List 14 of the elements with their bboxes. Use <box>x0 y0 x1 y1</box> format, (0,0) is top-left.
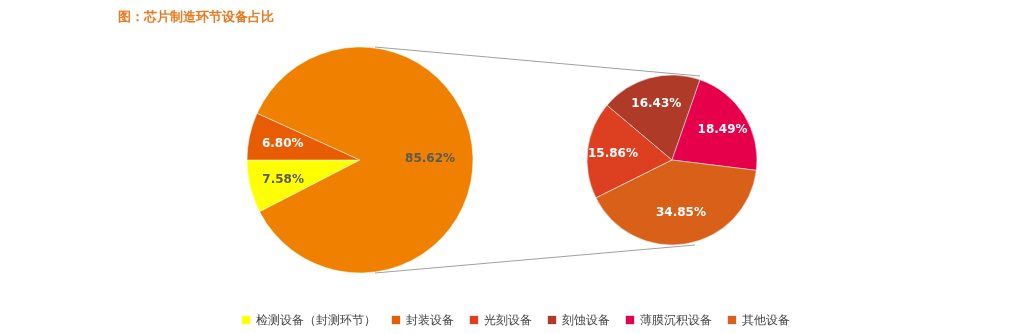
data-label: 15.86% <box>587 145 638 160</box>
legend-label: 薄膜沉积设备 <box>640 313 712 327</box>
legend-label: 光刻设备 <box>484 313 532 327</box>
data-label: 18.49% <box>697 121 748 136</box>
data-label: 85.62% <box>405 151 456 166</box>
chart-title: 图：芯片制造环节设备占比 <box>118 9 274 24</box>
legend-label: 刻蚀设备 <box>562 313 610 327</box>
data-label: 6.80% <box>261 136 304 151</box>
data-label: 16.43% <box>631 95 682 110</box>
data-label: 34.85% <box>655 204 706 219</box>
legend-label: 其他设备 <box>742 313 790 327</box>
legend-label: 封装设备 <box>406 313 454 327</box>
data-label: 7.58% <box>262 171 304 186</box>
legend-label: 检测设备（封测环节） <box>256 313 376 327</box>
